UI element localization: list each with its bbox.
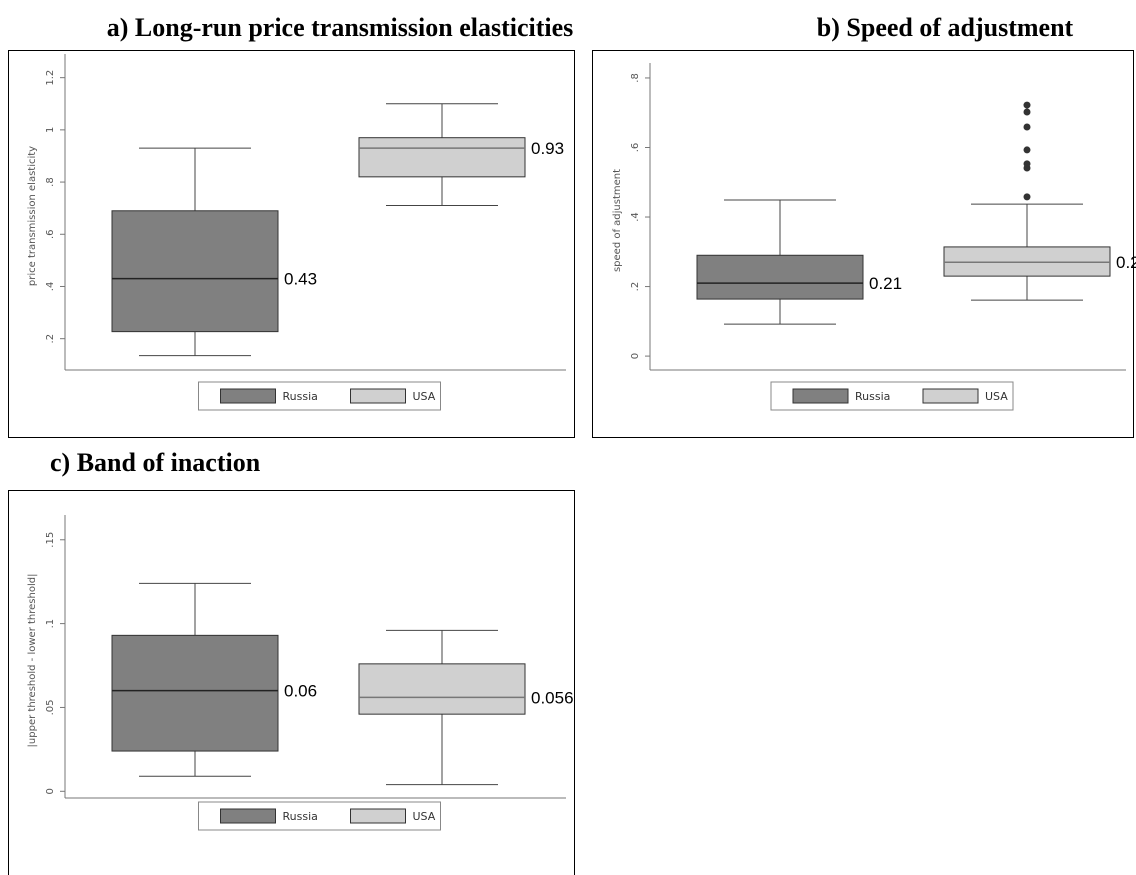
panel-frame xyxy=(8,490,575,875)
legend-swatch xyxy=(922,388,979,404)
chart-title: a) Long-run price transmission elasticit… xyxy=(107,13,574,42)
legend-swatch xyxy=(792,388,849,404)
box-body xyxy=(358,663,526,715)
outlier xyxy=(1023,123,1031,131)
panel-frame xyxy=(8,50,575,438)
y-tick-label: .05 xyxy=(45,699,56,715)
y-tick-label: .6 xyxy=(630,143,641,153)
y-axis-title: |upper threshold - lower threshold| xyxy=(27,574,38,748)
median-label: 0.056 xyxy=(531,688,574,707)
legend-label: Russia xyxy=(283,390,318,403)
median-label: 0.21 xyxy=(869,274,902,293)
y-tick-label: 0 xyxy=(630,353,641,359)
legend-swatch xyxy=(220,388,276,404)
box xyxy=(358,103,526,207)
y-tick-label: 1.2 xyxy=(45,70,56,86)
box-body xyxy=(358,137,526,178)
outlier xyxy=(1023,101,1031,109)
box xyxy=(696,199,864,325)
outlier xyxy=(1023,146,1031,154)
legend-swatch xyxy=(350,388,406,404)
median-label: 0.43 xyxy=(284,270,317,289)
median-label: 0.27 xyxy=(1116,253,1136,272)
legend-swatch xyxy=(220,808,276,824)
y-axis-title: speed of adjustment xyxy=(612,169,623,272)
median-label: 0.93 xyxy=(531,139,564,158)
y-tick-label: .1 xyxy=(45,619,56,629)
legend-label: USA xyxy=(413,390,436,403)
box xyxy=(111,582,279,777)
legend-label: Russia xyxy=(283,810,318,823)
legend-label: USA xyxy=(985,390,1008,403)
median-label: 0.06 xyxy=(284,682,317,701)
box-body xyxy=(111,210,279,333)
box xyxy=(111,147,279,357)
box xyxy=(943,101,1111,301)
outlier xyxy=(1023,160,1031,168)
y-tick-label: .4 xyxy=(630,212,641,222)
y-tick-label: .15 xyxy=(45,532,56,548)
chart-title: b) Speed of adjustment xyxy=(817,13,1074,42)
y-axis-title: price transmission elasticity xyxy=(27,146,38,286)
box-body xyxy=(696,254,864,300)
y-tick-label: .8 xyxy=(630,73,641,83)
y-tick-label: 1 xyxy=(45,127,56,133)
box-body xyxy=(111,634,279,752)
y-tick-label: .6 xyxy=(45,229,56,239)
outlier xyxy=(1023,108,1031,116)
chart-title: c) Band of inaction xyxy=(50,448,261,477)
legend-label: Russia xyxy=(855,390,890,403)
legend-swatch xyxy=(350,808,406,824)
y-tick-label: .8 xyxy=(45,177,56,187)
legend-label: USA xyxy=(413,810,436,823)
y-tick-label: .2 xyxy=(45,334,56,344)
y-tick-label: .4 xyxy=(45,282,56,292)
y-tick-label: 0 xyxy=(45,788,56,794)
panel-frame xyxy=(592,50,1134,438)
y-tick-label: .2 xyxy=(630,282,641,292)
box xyxy=(358,629,526,786)
outlier xyxy=(1023,193,1031,201)
